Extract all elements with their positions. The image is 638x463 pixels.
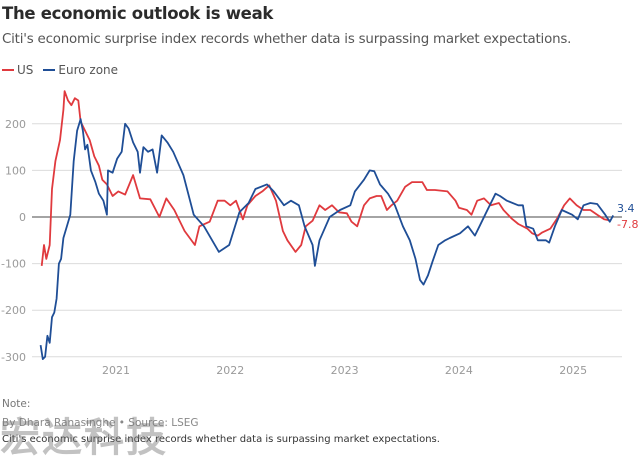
y-axis: 200 100 0 -100 -200 -300 <box>1 118 26 364</box>
y-tick-label: -300 <box>1 351 26 364</box>
legend-swatch-euro-zone <box>43 69 56 71</box>
x-tick-label: 2022 <box>216 364 244 377</box>
x-tick-label: 2024 <box>445 364 473 377</box>
x-tick-label: 2025 <box>559 364 587 377</box>
y-tick-label: 0 <box>19 211 26 224</box>
end-label-us: -7.8 <box>617 218 638 231</box>
x-axis: 2021 2022 2023 2024 2025 <box>102 364 587 377</box>
x-tick-label: 2023 <box>331 364 359 377</box>
chart-title: The economic outlook is weak <box>2 4 274 23</box>
series-line-us <box>40 90 612 266</box>
series-line-euro-zone <box>39 118 614 360</box>
legend-item-euro-zone: Euro zone <box>43 63 118 77</box>
y-tick-label: 100 <box>5 164 26 177</box>
end-label-euro-zone: 3.4 <box>617 202 635 215</box>
chart-subtitle: Citi's economic surprise index records w… <box>2 32 572 47</box>
series-lines <box>39 90 614 360</box>
line-chart: 200 100 0 -100 -200 -300 2021 2022 2023 2024 2025… <box>1 90 638 377</box>
footer-description: Citi's economic surprise index records w… <box>2 434 440 445</box>
grid <box>32 123 622 358</box>
legend-swatch-us <box>2 69 14 71</box>
legend-item-us: US <box>2 63 33 77</box>
x-tick-label: 2021 <box>102 364 130 377</box>
y-tick-label: 200 <box>5 118 26 131</box>
y-tick-label: -200 <box>1 304 26 317</box>
legend-label-us: US <box>17 63 34 77</box>
footer-byline: By Dhara Ranasinghe • Source: LSEG <box>2 417 199 429</box>
legend-label-euro-zone: Euro zone <box>58 63 119 77</box>
end-labels: 3.4 -7.8 <box>617 202 638 231</box>
y-tick-label: -100 <box>1 258 26 271</box>
legend: US Euro zone <box>2 63 128 77</box>
footer-note: Note: <box>2 398 31 410</box>
